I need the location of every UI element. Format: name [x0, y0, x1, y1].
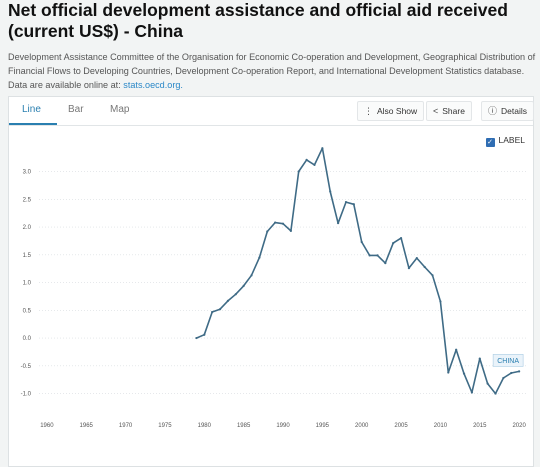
data-point [266, 230, 269, 233]
data-point [352, 203, 355, 206]
data-point [518, 370, 521, 373]
data-point [297, 170, 300, 173]
x-tick-label: 1985 [237, 423, 251, 429]
data-point [289, 229, 292, 233]
data-point [415, 257, 418, 260]
x-tick-label: 1990 [276, 423, 290, 429]
x-tick-label: 2015 [473, 423, 487, 429]
data-point [494, 392, 497, 395]
data-point [242, 284, 245, 287]
source-description: Development Assistance Committee of the … [8, 50, 536, 92]
data-point [258, 256, 261, 259]
details-label: Details [501, 106, 527, 116]
x-tick-label: 1995 [316, 423, 330, 429]
series-label-box [492, 354, 524, 367]
data-point [376, 254, 379, 257]
data-point [218, 308, 222, 311]
x-tick-label: 1980 [198, 423, 212, 429]
tab-bar[interactable]: Bar [68, 104, 84, 115]
also-show-label: Also Show [377, 106, 418, 116]
source-link[interactable]: stats.oecd.org. [123, 80, 183, 90]
data-point [407, 267, 411, 270]
line-chart: -1.0 -0.5 0.0 0.5 1.0 1.5 2.0 2.5 3.0 1960 1965 197… [21, 147, 527, 429]
y-tick-label: 2.5 [23, 197, 32, 203]
y-tick-label: 1.0 [23, 281, 32, 287]
more-vertical-icon: ⋮ [364, 106, 373, 116]
data-point [470, 391, 474, 394]
y-tick-label: 1.5 [23, 253, 32, 259]
y-tick-label: 0.5 [23, 308, 32, 314]
legend-label: LABEL [498, 135, 525, 145]
y-tick-label: 0.0 [23, 336, 32, 342]
x-tick-label: 2010 [434, 423, 448, 429]
share-icon: < [433, 106, 439, 116]
chart-panel: Line Bar Map ⋮ Also Show < Share ⓘ Details … [8, 96, 534, 467]
data-point [203, 333, 206, 336]
data-point [510, 371, 513, 375]
y-tick-label: -0.5 [21, 364, 32, 370]
data-point [360, 240, 363, 244]
data-point [462, 372, 466, 375]
x-tick-label: 2000 [355, 423, 369, 429]
data-point [486, 382, 489, 385]
data-point [344, 200, 348, 204]
source-text: Development Assistance Committee of the … [8, 52, 536, 90]
share-label: Share [442, 106, 465, 116]
data-point [305, 158, 308, 161]
legend[interactable]: ✓ LABEL [485, 135, 525, 147]
x-tick-label: 2020 [512, 423, 526, 429]
data-point [455, 348, 458, 351]
page-title: Net official development assistance and … [8, 0, 508, 41]
chart-tabs: Line Bar Map ⋮ Also Show < Share ⓘ Details [9, 97, 534, 126]
data-point [368, 254, 371, 257]
details-button[interactable]: ⓘ Details [481, 101, 534, 121]
x-tick-label: 1960 [40, 423, 54, 429]
data-point [313, 163, 316, 166]
series-label: CHINA [497, 358, 519, 365]
x-tick-label: 2005 [394, 423, 408, 429]
data-point [423, 265, 426, 269]
share-button[interactable]: < Share [426, 101, 472, 121]
tab-map[interactable]: Map [110, 104, 130, 115]
also-show-button[interactable]: ⋮ Also Show [357, 101, 425, 121]
data-point [321, 147, 324, 150]
info-icon: ⓘ [488, 106, 498, 116]
data-point [250, 274, 253, 277]
data-point [384, 262, 387, 265]
active-tab-indicator [9, 123, 57, 125]
x-tick-label: 1965 [80, 423, 94, 429]
data-point [392, 242, 395, 245]
data-point [336, 222, 340, 225]
x-tick-label: 1975 [158, 423, 172, 429]
data-point [281, 222, 285, 225]
y-tick-label: 3.0 [23, 170, 32, 176]
data-point [211, 310, 214, 314]
data-point [329, 190, 332, 193]
data-point [447, 371, 450, 374]
data-point [399, 237, 403, 240]
y-tick-label: -1.0 [21, 392, 32, 398]
data-point [226, 299, 230, 302]
data-point [195, 336, 198, 340]
data-point [439, 300, 442, 303]
data-point [274, 221, 277, 224]
y-tick-label: 2.0 [23, 225, 32, 231]
series-line [196, 147, 520, 395]
checkbox-checked-icon[interactable]: ✓ [485, 138, 495, 147]
data-point [502, 376, 505, 380]
tab-line[interactable]: Line [22, 104, 41, 115]
data-point [431, 274, 434, 277]
x-tick-label: 1970 [119, 423, 133, 429]
data-point [234, 293, 237, 296]
data-point [478, 357, 481, 360]
